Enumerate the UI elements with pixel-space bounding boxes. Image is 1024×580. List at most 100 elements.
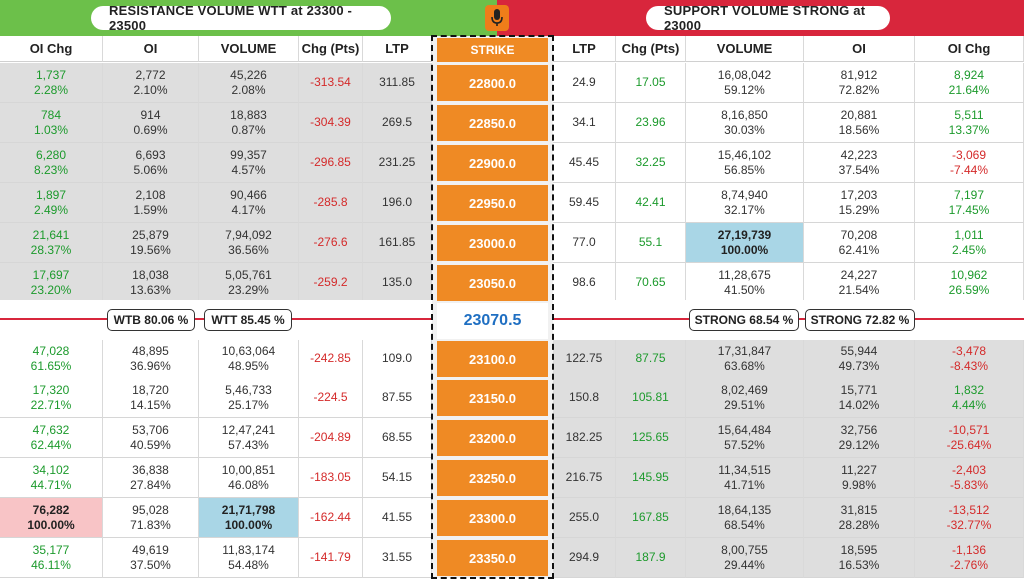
put-row[interactable]: 98.6 70.65 11,28,675 41.50% 24,227 21.54% 10,9… [553, 263, 1024, 303]
call-oi-cell: 48,895 36.96% [103, 339, 199, 379]
put-oi-chg-cell-value: 5,511 [954, 107, 984, 122]
put-ltp-cell-value: 34.1 [572, 115, 596, 129]
call-row[interactable]: 17,320 22.71% 18,720 14.15% 5,46,733 25.17% -2… [0, 378, 432, 418]
call-volume-cell-value: 90,466 [230, 187, 267, 202]
call-row[interactable]: 21,641 28.37% 25,879 19.56% 7,94,092 36.56% -2… [0, 223, 432, 263]
call-row[interactable]: 1,737 2.28% 2,772 2.10% 45,226 2.08% -313.54 31… [0, 63, 432, 103]
put-chg-cell: 32.25 [616, 143, 686, 183]
put-row[interactable]: 24.9 17.05 16,08,042 59.12% 81,912 72.82% 8,92… [553, 63, 1024, 103]
call-chg-header[interactable]: Chg (Pts) [299, 36, 363, 62]
put-chg-header[interactable]: Chg (Pts) [616, 36, 686, 62]
call-oi-cell: 49,619 37.50% [103, 538, 199, 578]
put-volume-cell: 17,31,847 63.68% [686, 339, 804, 379]
put-row[interactable]: 216.75 145.95 11,34,515 41.71% 11,227 9.98% -2… [553, 458, 1024, 498]
call-volume-cell-percent: 4.57% [231, 162, 266, 177]
put-oi-chg-cell-value: 1,011 [954, 227, 984, 242]
put-row[interactable]: 34.1 23.96 8,16,850 30.03% 20,881 18.56% 5,511… [553, 103, 1024, 143]
put-row[interactable]: 294.9 187.9 8,00,755 29.44% 18,595 16.53% -1,1… [553, 538, 1024, 578]
strike-price-button[interactable]: 22800.0 [437, 65, 548, 101]
call-chg-cell: -224.5 [299, 378, 363, 418]
strike-price-button[interactable]: 23300.0 [437, 500, 548, 536]
call-volume-cell-value: 45,226 [230, 67, 267, 82]
strike-price-button[interactable]: 23100.0 [437, 341, 548, 377]
put-oi-chg-cell: -10,571 -25.64% [915, 418, 1024, 458]
put-row[interactable]: 45.45 32.25 15,46,102 56.85% 42,223 37.54% -3,… [553, 143, 1024, 183]
put-oi-chg-cell: -2,403 -5.83% [915, 458, 1024, 498]
strike-price-button[interactable]: 22950.0 [437, 185, 548, 221]
call-ltp-header[interactable]: LTP [363, 36, 432, 62]
strike-price-button[interactable]: 23000.0 [437, 225, 548, 261]
call-oi-chg-cell-value: 6,280 [35, 147, 67, 162]
put-oi-chg-cell-value: -13,512 [948, 502, 990, 517]
put-ltp-cell-value: 216.75 [565, 470, 603, 484]
call-ltp-cell-value: 269.5 [381, 115, 413, 129]
strike-price-button[interactable]: 23150.0 [437, 380, 548, 416]
call-row[interactable]: 17,697 23.20% 18,038 13.63% 5,05,761 23.29% -2… [0, 263, 432, 303]
put-row[interactable]: 150.8 105.81 8,02,469 29.51% 15,771 14.02% 1,8… [553, 378, 1024, 418]
put-chg-cell: 87.75 [616, 339, 686, 379]
call-chg-cell-value: -285.8 [313, 195, 348, 209]
call-oi-chg-cell: 1,897 2.49% [0, 183, 103, 223]
call-oi-cell-value: 2,772 [135, 67, 166, 82]
put-chg-cell-value: 55.1 [638, 235, 663, 249]
microphone-icon[interactable] [485, 5, 509, 31]
call-ltp-cell-value: 54.15 [381, 470, 413, 484]
call-oi-header[interactable]: OI [103, 36, 199, 62]
put-volume-cell-percent: 57.52% [724, 437, 765, 452]
put-row[interactable]: 77.0 55.1 27,19,739 100.00% 70,208 62.41% 1,01… [553, 223, 1024, 263]
call-row[interactable]: 47,632 62.44% 53,706 40.59% 12,47,241 57.43% -… [0, 418, 432, 458]
call-ltp-cell: 161.85 [363, 223, 432, 263]
call-chg-cell-value: -183.05 [310, 470, 351, 484]
call-row[interactable]: 784 1.03% 914 0.69% 18,883 0.87% -304.39 269.5 [0, 103, 432, 143]
strike-price-button[interactable]: 23200.0 [437, 420, 548, 456]
put-oi-chg-cell-value: -3,069 [951, 147, 987, 162]
put-chg-cell: 105.81 [616, 378, 686, 418]
strike-price-button[interactable]: 23350.0 [437, 540, 548, 576]
call-oi-cell-percent: 5.06% [133, 162, 168, 177]
call-volume-cell-percent: 0.87% [231, 122, 266, 137]
call-oi-chg-cell-percent: 46.11% [31, 557, 71, 572]
put-ltp-header[interactable]: LTP [553, 36, 616, 62]
strike-price-button[interactable]: 23250.0 [437, 460, 548, 496]
strike-price-button[interactable]: 22900.0 [437, 145, 548, 181]
put-oi-header[interactable]: OI [804, 36, 915, 62]
call-oi-chg-header[interactable]: OI Chg [0, 36, 103, 62]
call-volume-cell-value: 5,05,761 [225, 267, 272, 282]
call-row[interactable]: 6,280 8.23% 6,693 5.06% 99,357 4.57% -296.85 23… [0, 143, 432, 183]
put-row[interactable]: 182.25 125.65 15,64,484 57.52% 32,756 29.12% -… [553, 418, 1024, 458]
call-row[interactable]: 1,897 2.49% 2,108 1.59% 90,466 4.17% -285.8 196… [0, 183, 432, 223]
call-volume-cell: 10,63,064 48.95% [199, 339, 299, 379]
call-oi-cell-percent: 37.50% [130, 557, 171, 572]
put-row[interactable]: 255.0 167.85 18,64,135 68.54% 31,815 28.28% -1… [553, 498, 1024, 538]
put-oi-chg-cell-percent: -7.44% [949, 162, 989, 177]
put-oi-cell: 81,912 72.82% [804, 63, 915, 103]
put-oi-cell-percent: 21.54% [838, 282, 880, 297]
call-row[interactable]: 34,102 44.71% 36,838 27.84% 10,00,851 46.08% -… [0, 458, 432, 498]
strike-price-button[interactable]: 23050.0 [437, 265, 548, 301]
call-row[interactable]: 47,028 61.65% 48,895 36.96% 10,63,064 48.95% -… [0, 339, 432, 379]
call-oi-cell-value: 49,619 [132, 542, 169, 557]
call-row[interactable]: 76,282 100.00% 95,028 71.83% 21,71,798 100.00… [0, 498, 432, 538]
put-oi-chg-header[interactable]: OI Chg [915, 36, 1024, 62]
call-row[interactable]: 35,177 46.11% 49,619 37.50% 11,83,174 54.48% -… [0, 538, 432, 578]
call-oi-chg-cell-percent: 23.20% [30, 282, 72, 297]
call-volume-cell-value: 11,83,174 [222, 542, 275, 557]
call-chg-cell: -259.2 [299, 263, 363, 303]
call-volume-cell-percent: 4.17% [231, 202, 266, 217]
call-volume-header[interactable]: VOLUME [199, 36, 299, 62]
strong-badge-volume: STRONG 68.54 % [689, 309, 799, 331]
put-row[interactable]: 122.75 87.75 17,31,847 63.68% 55,944 49.73% -3… [553, 339, 1024, 379]
call-oi-chg-cell-value: 17,320 [32, 382, 70, 397]
strike-price-button[interactable]: 22850.0 [437, 105, 548, 141]
call-ltp-cell-value: 109.0 [381, 351, 413, 365]
call-oi-chg-cell-value: 47,028 [32, 343, 70, 358]
put-row[interactable]: 59.45 42.41 8,74,940 32.17% 17,203 15.29% 7,19… [553, 183, 1024, 223]
put-volume-header[interactable]: VOLUME [686, 36, 804, 62]
call-volume-cell-percent: 54.48% [228, 557, 269, 572]
call-ltp-cell-value: 161.85 [378, 235, 416, 249]
put-oi-cell-percent: 28.28% [838, 517, 880, 532]
call-volume-cell: 99,357 4.57% [199, 143, 299, 183]
call-chg-cell: -141.79 [299, 538, 363, 578]
strike-header: STRIKE [437, 38, 548, 62]
put-ltp-cell-value: 122.75 [565, 351, 603, 365]
